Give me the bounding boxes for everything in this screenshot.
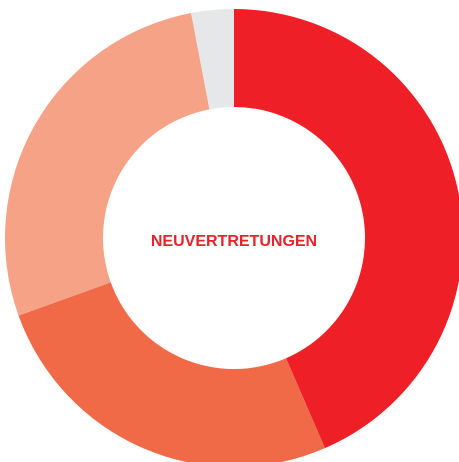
center-label: NEUVERTRETUNGEN: [151, 233, 317, 250]
donut-segment: [5, 13, 210, 316]
donut-segment: [18, 282, 325, 462]
donut-segment: [191, 9, 234, 110]
donut-segment: [234, 9, 459, 449]
